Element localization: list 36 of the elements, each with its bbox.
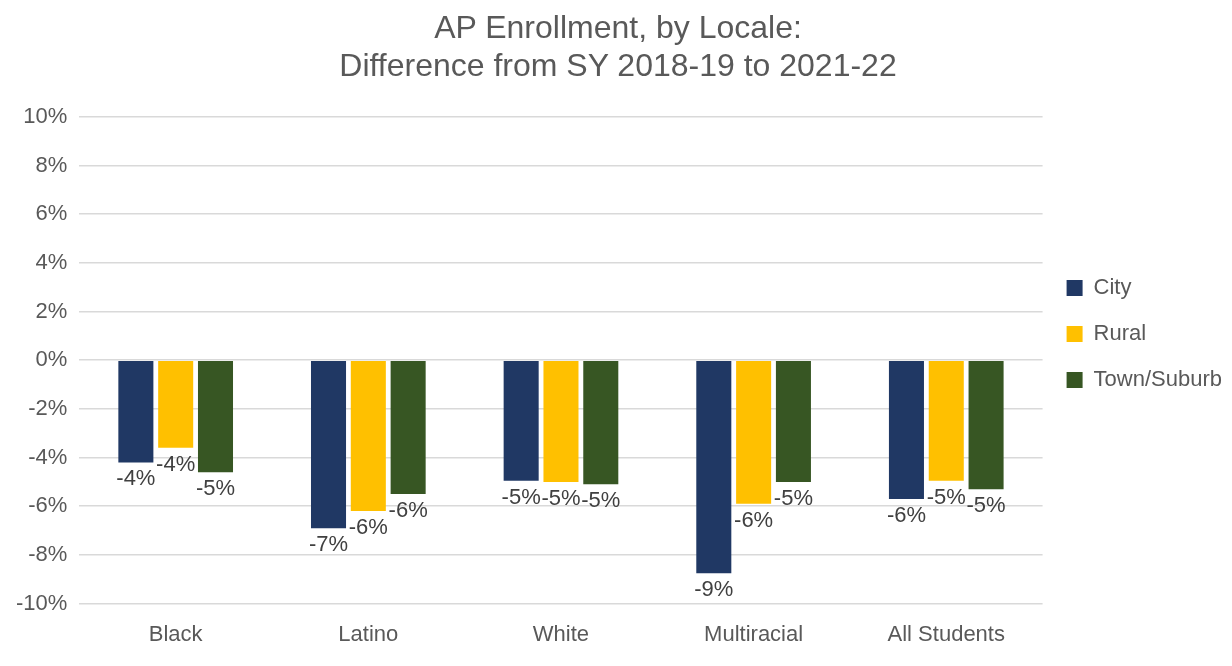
data-label: -5% — [926, 483, 966, 509]
data-label: -6% — [886, 502, 927, 527]
x-tick-label: Latino — [338, 620, 399, 646]
y-tick-label: 2% — [35, 297, 68, 323]
data-label: -5% — [966, 492, 1006, 518]
y-tick-label: 8% — [35, 151, 68, 177]
y-tick-label: 4% — [35, 248, 68, 274]
y-tick-label: 10% — [23, 102, 68, 128]
y-tick-label: -4% — [28, 443, 68, 469]
legend-label: City — [1093, 274, 1132, 300]
data-label: -5% — [581, 487, 621, 513]
legend-label: Town/Suburb — [1093, 366, 1223, 392]
y-tick-label: -2% — [28, 394, 68, 420]
data-label: -5% — [501, 483, 541, 509]
legend-label: Rural — [1093, 320, 1147, 346]
text: Difference from SY 2018-19 to 2021-22 — [339, 47, 897, 84]
y-tick-label: 0% — [35, 346, 68, 372]
data-label: -5% — [773, 484, 813, 510]
x-tick-label: White — [532, 620, 590, 646]
y-tick-label: 6% — [35, 200, 68, 226]
data-label: -5% — [541, 484, 581, 510]
data-label: -4% — [116, 465, 156, 491]
y-tick-label: -6% — [28, 492, 68, 518]
x-tick-label: Black — [148, 620, 204, 646]
data-label: -9% — [694, 576, 734, 602]
x-tick-label: All Students — [887, 620, 1005, 646]
text: AP Enrollment, by Locale: — [434, 9, 802, 46]
data-label: -7% — [308, 531, 349, 557]
data-label: -6% — [734, 506, 774, 532]
data-label: -5% — [195, 475, 236, 501]
y-tick-label: -8% — [28, 540, 68, 566]
x-tick-label: Multiracial — [704, 620, 804, 646]
data-label: -6% — [348, 514, 388, 540]
data-label: -4% — [156, 450, 196, 476]
y-tick-label: -10% — [16, 589, 68, 615]
data-label: -6% — [388, 497, 428, 523]
